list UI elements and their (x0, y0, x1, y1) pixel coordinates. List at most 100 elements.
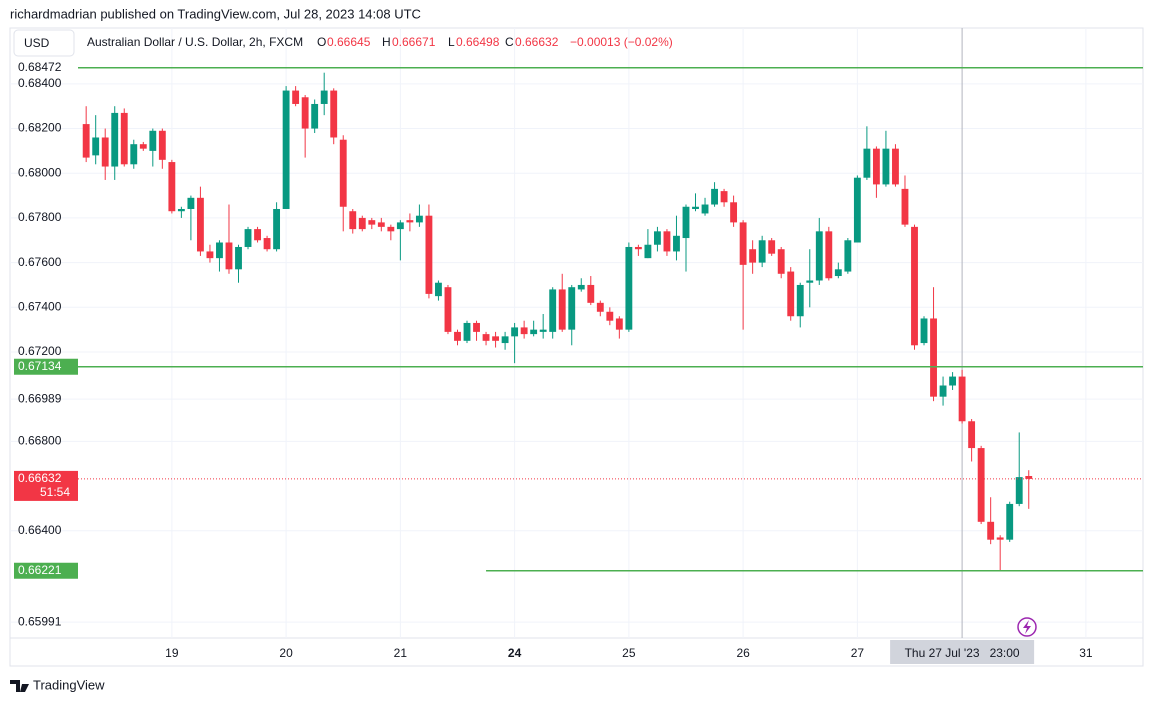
candle-body (139, 144, 147, 149)
brand-name: TradingView (33, 677, 105, 692)
candle-body (396, 222, 404, 230)
candle-body (130, 144, 138, 165)
candle-body (644, 244, 652, 259)
candle-body (1025, 476, 1033, 479)
candle-body (254, 229, 261, 241)
candle-body (615, 318, 623, 330)
candle-body (587, 284, 595, 303)
line-label: 0.67134 (18, 359, 62, 373)
crosshair-badge (890, 640, 1035, 664)
y-tick-label: 0.66989 (18, 391, 62, 405)
candle-body (244, 229, 252, 247)
candle-body (320, 90, 328, 104)
y-tick-label: 0.68400 (18, 76, 62, 90)
legend-label: L (448, 35, 455, 49)
x-tick-label: 24 (508, 646, 522, 660)
candle-body (216, 242, 223, 259)
candle-body (473, 322, 480, 332)
candle-body (111, 112, 119, 167)
candle-body (673, 235, 680, 252)
candle-body (815, 231, 823, 281)
candle-body (235, 246, 242, 270)
line-badge (14, 562, 78, 579)
candle-body (530, 329, 538, 335)
x-tick-label: 25 (622, 646, 636, 660)
candle-body (968, 421, 976, 449)
candle-body (825, 231, 833, 279)
candle-body (558, 289, 566, 330)
candle-body (387, 226, 395, 232)
x-tick-label: 26 (736, 646, 750, 660)
x-tick-label: 20 (279, 646, 293, 660)
candle-body (349, 211, 357, 230)
candle-body (901, 188, 909, 225)
candle-body (634, 246, 642, 250)
candle-body (596, 302, 604, 312)
candle-body (454, 331, 461, 341)
candle-body (749, 249, 757, 263)
published-note: richardmadrian published on TradingView.… (10, 6, 421, 21)
candle-body (939, 385, 947, 397)
candle-body (187, 197, 195, 209)
candle-body (806, 280, 814, 283)
candle-body (92, 137, 100, 156)
candle-body (358, 217, 366, 230)
candle-body (739, 222, 747, 265)
candle-body (692, 206, 699, 209)
currency-label[interactable]: USD (24, 36, 50, 50)
y-tick-label: 0.67800 (18, 210, 62, 224)
candle-body (82, 124, 90, 158)
legend-value: 0.66645 (327, 35, 371, 49)
last-price-badge (14, 470, 78, 501)
candle-body (463, 322, 471, 341)
candle-body (711, 188, 718, 205)
candle-body (549, 289, 557, 332)
candle-body (444, 287, 452, 332)
events-icon[interactable] (1017, 617, 1037, 637)
candle-body (263, 238, 271, 250)
candle-body (168, 162, 176, 212)
legend-value: 0.66632 (515, 35, 559, 49)
candle-body (834, 269, 842, 277)
currency-button[interactable] (13, 29, 75, 57)
candle-body (330, 90, 338, 138)
countdown-label: 51:54 (40, 485, 70, 499)
candle-body (282, 90, 290, 209)
candle-body (368, 220, 376, 225)
candle-body (720, 191, 728, 203)
legend-change: −0.00013 (−0.02%) (570, 35, 673, 49)
candle-body (758, 240, 766, 263)
y-tick-label: 0.67200 (18, 344, 62, 358)
y-tick-label: 0.66400 (18, 523, 62, 537)
line-label: 0.66221 (18, 563, 62, 577)
candle-body (120, 112, 128, 165)
candle-body (225, 242, 233, 270)
candle-body (701, 204, 709, 214)
x-tick-label: 31 (1079, 646, 1093, 660)
candle-body (177, 208, 185, 212)
candle-body (101, 137, 109, 167)
legend-label: H (382, 35, 391, 49)
candle-body (787, 271, 795, 317)
candle-body (606, 311, 614, 321)
crosshair-label: Thu 27 Jul '23 23:00 (905, 646, 1020, 660)
candle-body (987, 521, 995, 540)
last-price-label: 0.66632 (18, 471, 62, 485)
candle-body (853, 177, 861, 243)
candle-body (682, 206, 690, 239)
x-tick-label: 21 (394, 646, 408, 660)
candle-body (511, 327, 519, 337)
candle-body (301, 97, 309, 129)
legend-name: Australian Dollar / U.S. Dollar, 2h, FXC… (87, 35, 303, 49)
candle-body (949, 376, 957, 386)
legend-value: 0.66671 (392, 35, 436, 49)
x-tick-label: 19 (165, 646, 179, 660)
plot-area: 0.68400 0.68200 0.68000 0.67800 0.67600 0.674… (10, 28, 1143, 638)
candle-body (292, 90, 300, 104)
candle-body (920, 318, 928, 344)
candle-body (425, 215, 433, 294)
candle-body (273, 208, 281, 250)
candle-body (1015, 477, 1023, 504)
